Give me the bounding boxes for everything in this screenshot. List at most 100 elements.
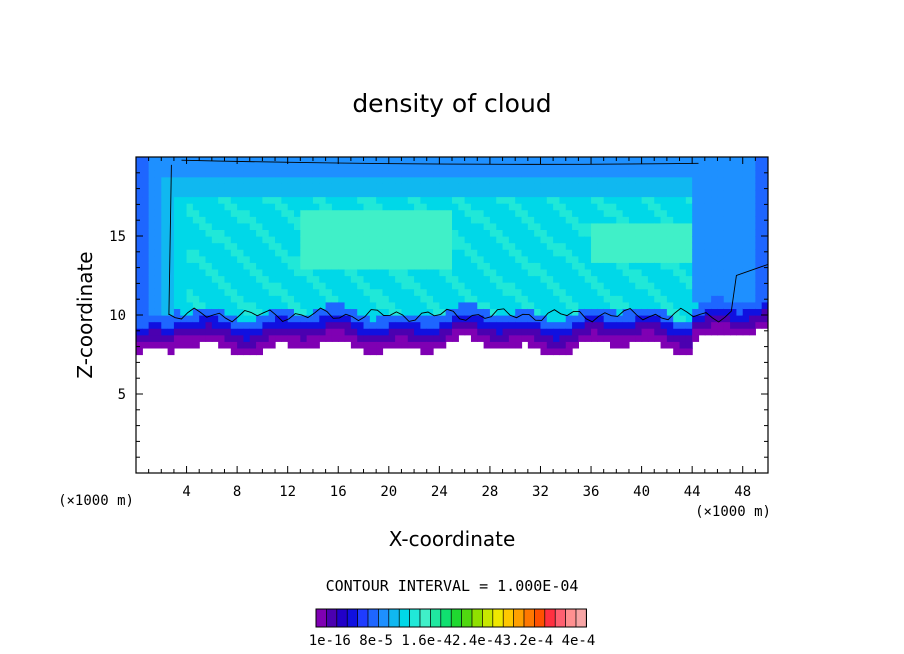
field-cell: [173, 262, 181, 270]
field-cell: [698, 282, 706, 290]
field-cell: [382, 216, 390, 224]
field-cell: [433, 229, 440, 237]
field-cell: [300, 275, 308, 283]
field-cell: [218, 242, 226, 250]
field-cell: [192, 315, 200, 323]
field-cell: [666, 275, 674, 283]
field-cell: [508, 308, 516, 316]
field-cell: [306, 249, 314, 257]
field-cell: [237, 170, 245, 178]
field-cell: [325, 275, 333, 283]
field-cell: [704, 209, 712, 217]
field-cell: [186, 321, 194, 329]
field-cell: [534, 183, 542, 191]
field-cell: [572, 196, 579, 204]
field-cell: [249, 170, 257, 178]
field-cell: [723, 275, 731, 283]
field-cell: [407, 282, 415, 290]
field-cell: [452, 288, 459, 296]
field-cell: [294, 163, 301, 171]
field-cell: [218, 176, 226, 184]
field-cell: [306, 242, 314, 250]
field-cell: [679, 295, 687, 303]
field-cell: [338, 288, 346, 296]
field-cell: [357, 176, 365, 184]
field-cell: [540, 341, 548, 349]
field-cell: [534, 163, 542, 171]
field-cell: [610, 268, 617, 277]
field-cell: [180, 262, 188, 270]
field-cell: [527, 229, 535, 237]
field-cell: [433, 242, 440, 250]
field-cell: [268, 282, 276, 290]
field-cell: [407, 236, 415, 244]
field-cell: [414, 308, 421, 316]
field-cell: [338, 196, 346, 204]
field-cell: [294, 170, 301, 178]
field-cell: [300, 255, 308, 263]
field-cell: [559, 295, 567, 303]
field-cell: [161, 157, 169, 165]
field-cell: [584, 222, 592, 231]
field-cell: [749, 222, 756, 231]
field-cell: [521, 229, 529, 237]
field-cell: [666, 334, 674, 342]
field-cell: [186, 328, 194, 336]
field-cell: [218, 170, 226, 178]
field-cell: [230, 321, 238, 329]
field-cell: [420, 242, 428, 250]
field-cell: [192, 216, 200, 224]
field-cell: [572, 255, 579, 263]
field-cell: [527, 176, 535, 184]
field-cell: [338, 209, 346, 217]
field-cell: [559, 176, 567, 184]
field-cell: [331, 295, 339, 303]
field-cell: [679, 209, 687, 217]
field-cell: [730, 209, 737, 217]
field-cell: [673, 163, 681, 171]
field-cell: [628, 288, 636, 296]
field-cell: [268, 203, 276, 211]
field-cell: [761, 170, 768, 178]
field-cell: [281, 203, 289, 211]
field-cell: [717, 196, 725, 204]
field-cell: [426, 255, 434, 263]
field-cell: [420, 288, 428, 296]
field-cell: [186, 236, 194, 244]
field-cell: [256, 275, 263, 283]
field-cell: [154, 341, 162, 349]
field-cell: [376, 295, 384, 303]
field-cell: [717, 308, 725, 316]
colorbar-swatch: [554, 608, 567, 628]
field-cell: [749, 229, 756, 237]
field-cell: [230, 347, 238, 356]
field-cell: [256, 242, 263, 250]
field-cell: [711, 242, 719, 250]
field-cell: [420, 209, 428, 217]
field-cell: [376, 328, 384, 336]
field-cell: [483, 216, 491, 224]
field-cell: [256, 163, 263, 171]
field-cell: [572, 321, 579, 329]
field-cell: [452, 275, 459, 283]
field-cell: [679, 236, 687, 244]
field-cell: [439, 176, 447, 184]
field-cell: [262, 236, 270, 244]
field-cell: [597, 295, 605, 303]
field-cell: [439, 295, 447, 303]
field-cell: [407, 176, 415, 184]
field-cell: [654, 176, 662, 184]
field-cell: [395, 341, 403, 349]
field-cell: [489, 334, 497, 342]
field-cell: [319, 308, 327, 316]
field-cell: [407, 249, 415, 257]
field-cell: [369, 203, 377, 211]
field-cell: [527, 242, 535, 250]
field-cell: [610, 315, 617, 323]
field-cell: [243, 236, 251, 244]
field-cell: [281, 301, 289, 310]
field-cell: [660, 262, 668, 270]
field-cell: [635, 288, 643, 296]
field-cell: [452, 295, 459, 303]
field-cell: [692, 308, 700, 316]
